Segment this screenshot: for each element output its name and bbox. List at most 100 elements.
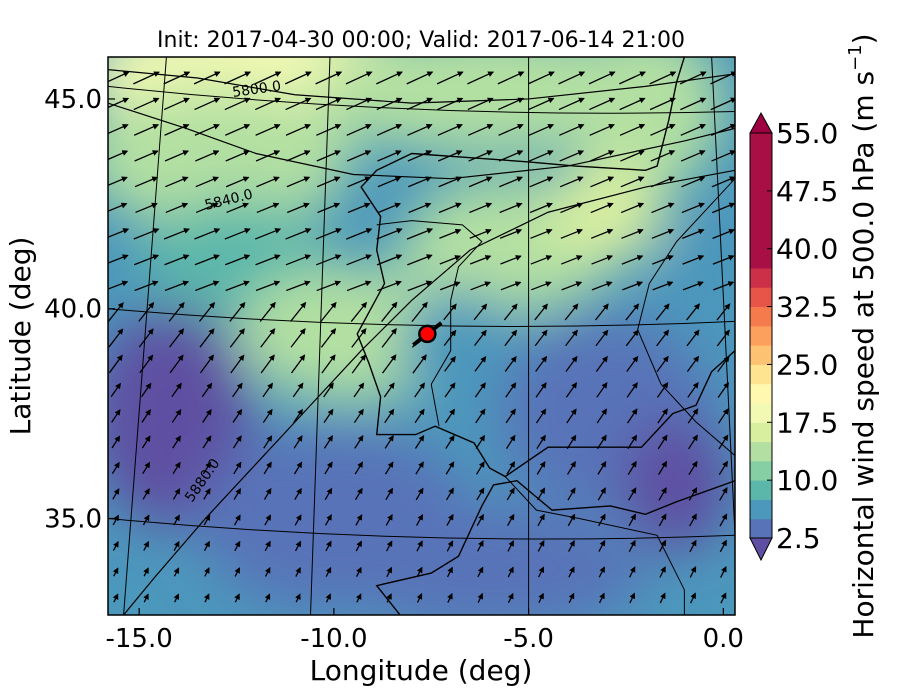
colorbar-label-close: ) bbox=[847, 33, 880, 44]
wind-arrow bbox=[263, 487, 272, 500]
wind-arrow bbox=[651, 228, 675, 239]
wind-vectors bbox=[108, 71, 735, 604]
y-tick-label: 45.0 bbox=[44, 85, 102, 115]
wind-arrow bbox=[503, 303, 518, 321]
border-line bbox=[376, 220, 483, 427]
wind-arrow bbox=[659, 592, 666, 604]
wind-arrow bbox=[415, 461, 424, 475]
colorbar-segment bbox=[750, 248, 772, 269]
wind-arrow bbox=[504, 355, 517, 372]
wind-arrow bbox=[467, 97, 494, 111]
wind-arrow bbox=[204, 567, 210, 577]
wind-arrow bbox=[256, 176, 280, 188]
wind-arrow bbox=[475, 461, 485, 475]
wind-arrow bbox=[224, 97, 251, 111]
field-blob bbox=[333, 505, 646, 615]
wind-arrow bbox=[469, 228, 492, 239]
x-tick-label: -5.0 bbox=[503, 624, 554, 654]
wind-arrow bbox=[590, 202, 614, 214]
wind-arrow bbox=[720, 565, 727, 578]
wind-arrow bbox=[437, 123, 463, 136]
wind-arrow bbox=[134, 150, 159, 162]
wind-arrow bbox=[133, 254, 160, 266]
wind-arrow bbox=[171, 409, 182, 423]
wind-arrow bbox=[717, 381, 730, 398]
wind-arrow bbox=[108, 71, 130, 83]
colorbar-label: Horizontal wind speed at 500.0 hPa (m s−… bbox=[845, 33, 880, 638]
wind-arrow bbox=[345, 71, 373, 85]
wind-arrow bbox=[414, 408, 425, 424]
wind-arrow bbox=[202, 435, 212, 449]
wind-arrow bbox=[499, 176, 523, 188]
wind-arrow bbox=[108, 354, 123, 374]
graticule-meridian bbox=[310, 57, 331, 615]
wind-arrow bbox=[468, 150, 493, 162]
wind-arrow bbox=[354, 435, 364, 449]
wind-arrow bbox=[232, 408, 243, 423]
wind-arrow bbox=[535, 408, 547, 424]
wind-arrow bbox=[566, 434, 577, 450]
wind-arrow bbox=[224, 228, 251, 240]
wind-arrow bbox=[254, 97, 282, 111]
wind-arrow bbox=[355, 540, 362, 552]
graticule-parallel bbox=[108, 85, 735, 114]
wind-arrow bbox=[232, 435, 242, 449]
wind-arrow bbox=[710, 97, 735, 111]
wind-arrow bbox=[469, 202, 493, 214]
wind-arrow bbox=[224, 254, 251, 266]
wind-arrow bbox=[346, 123, 372, 136]
wind-arrow bbox=[688, 434, 698, 450]
graticule-meridian bbox=[123, 57, 167, 615]
wind-arrow bbox=[110, 382, 121, 398]
wind-arrow bbox=[225, 123, 251, 136]
wind-arrow bbox=[498, 123, 524, 136]
border-line bbox=[504, 476, 685, 615]
colorbar-segment bbox=[750, 345, 772, 365]
wind-arrow bbox=[681, 228, 705, 239]
y-axis-label: Latitude (deg) bbox=[4, 237, 37, 436]
wind-arrow bbox=[625, 329, 639, 347]
wind-arrow bbox=[143, 567, 149, 577]
wind-arrow bbox=[535, 355, 548, 372]
wind-arrow bbox=[445, 461, 455, 475]
wind-arrow bbox=[225, 150, 250, 162]
wind-arrow bbox=[476, 487, 485, 501]
wind-arrow bbox=[626, 355, 639, 372]
wind-arrow bbox=[165, 202, 189, 214]
wind-arrow bbox=[682, 255, 705, 265]
wind-arrow bbox=[350, 301, 367, 322]
wind-arrow bbox=[682, 281, 704, 291]
colorbar-tick-label: 2.5 bbox=[776, 522, 821, 555]
colorbar-segment bbox=[750, 441, 772, 462]
wind-arrow bbox=[594, 303, 609, 321]
wind-arrow bbox=[193, 71, 221, 85]
wind-arrow bbox=[378, 202, 401, 214]
wind-arrow bbox=[628, 513, 636, 527]
wind-arrow bbox=[596, 434, 607, 450]
wind-arrow bbox=[108, 254, 129, 264]
wind-arrow bbox=[285, 228, 312, 240]
wind-arrow bbox=[650, 123, 676, 136]
wind-arrow bbox=[527, 71, 555, 85]
wind-arrow bbox=[627, 434, 638, 450]
colorbar-segment bbox=[750, 460, 772, 481]
colorbar-segment bbox=[750, 499, 772, 520]
wind-arrow bbox=[226, 202, 249, 214]
wind-arrow bbox=[112, 540, 119, 551]
wind-arrow bbox=[264, 567, 271, 577]
wind-arrow bbox=[386, 566, 393, 578]
wind-arrow bbox=[595, 355, 608, 372]
wind-arrow bbox=[536, 461, 546, 475]
wind-arrow bbox=[385, 540, 393, 552]
wind-arrow bbox=[351, 354, 366, 374]
colorbar-segment bbox=[750, 306, 772, 327]
wind-arrow bbox=[169, 354, 184, 374]
wind-arrow bbox=[262, 382, 273, 398]
wind-arrow bbox=[381, 301, 398, 322]
wind-arrow bbox=[199, 328, 215, 348]
wind-arrow bbox=[561, 281, 583, 291]
wind-arrow bbox=[260, 328, 276, 348]
wind-arrow bbox=[234, 593, 240, 603]
wind-arrow bbox=[507, 566, 514, 578]
x-tick-label: 0.0 bbox=[703, 624, 744, 654]
